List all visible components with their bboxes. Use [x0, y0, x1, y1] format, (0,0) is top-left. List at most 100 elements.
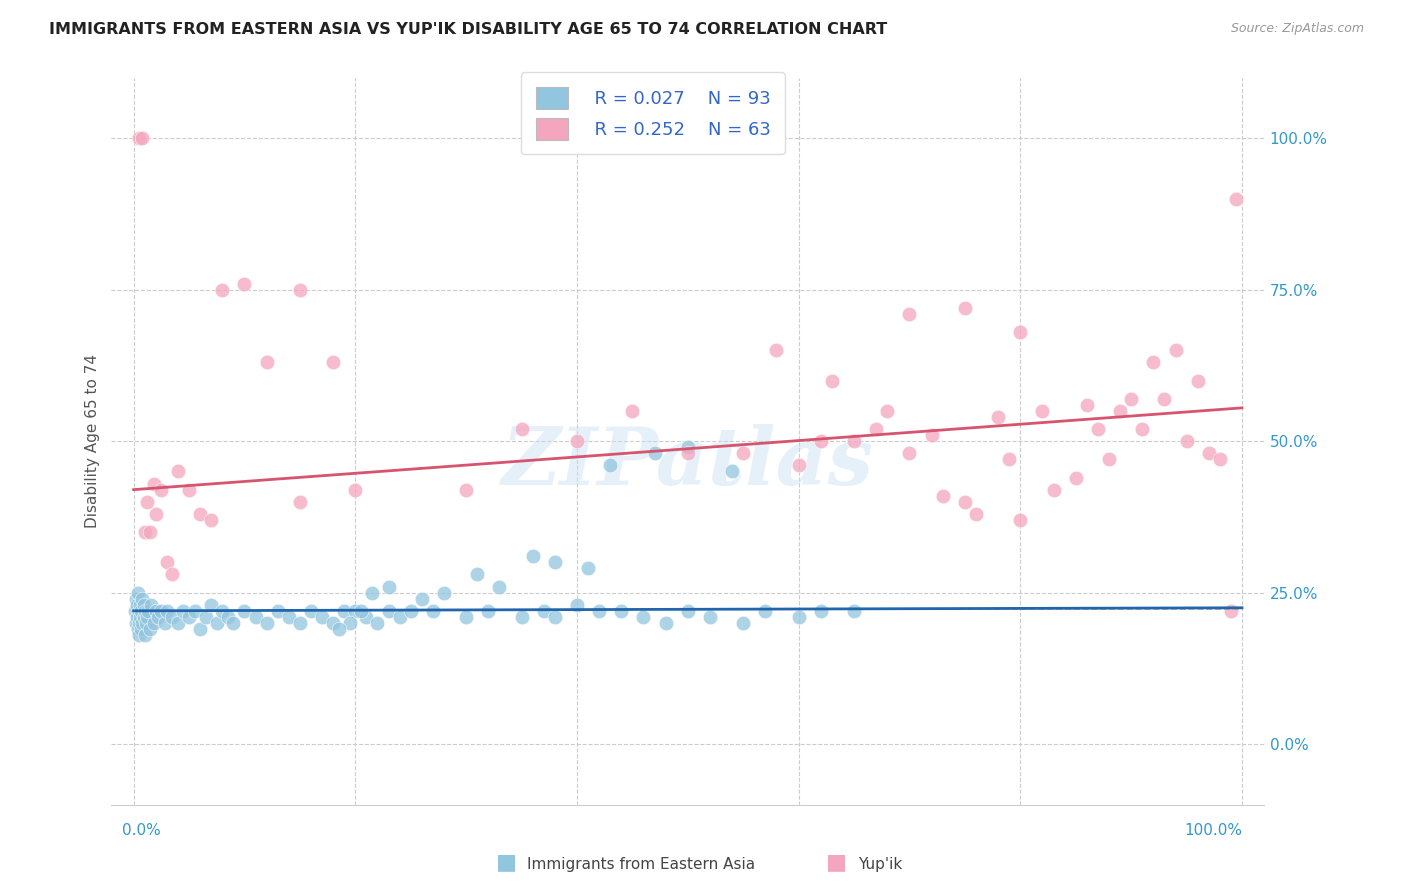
Point: [135, 495, 157, 509]
Point: [328, 622, 350, 636]
Point: [177, 610, 200, 624]
Point: [1109, 404, 1132, 418]
Point: [1142, 355, 1164, 369]
Text: ■: ■: [496, 853, 516, 872]
Point: [510, 610, 533, 624]
Point: [377, 604, 399, 618]
Point: [132, 598, 155, 612]
Point: [998, 452, 1021, 467]
Point: [311, 610, 333, 624]
Point: [145, 604, 167, 618]
Point: [222, 615, 245, 630]
Text: IMMIGRANTS FROM EASTERN ASIA VS YUP'IK DISABILITY AGE 65 TO 74 CORRELATION CHART: IMMIGRANTS FROM EASTERN ASIA VS YUP'IK D…: [49, 22, 887, 37]
Point: [377, 580, 399, 594]
Point: [576, 561, 599, 575]
Point: [177, 483, 200, 497]
Point: [344, 604, 367, 618]
Point: [676, 604, 699, 618]
Point: [125, 610, 148, 624]
Point: [621, 404, 644, 418]
Point: [865, 422, 887, 436]
Point: [156, 555, 179, 569]
Point: [456, 610, 478, 624]
Text: 100.0%: 100.0%: [1184, 822, 1241, 838]
Point: [156, 604, 179, 618]
Point: [676, 440, 699, 454]
Point: [399, 604, 422, 618]
Point: [510, 422, 533, 436]
Point: [898, 446, 921, 460]
Point: [544, 610, 567, 624]
Point: [288, 283, 311, 297]
Point: [266, 604, 288, 618]
Point: [1010, 325, 1032, 339]
Point: [131, 622, 153, 636]
Point: [1164, 343, 1187, 358]
Point: [125, 591, 148, 606]
Point: [733, 615, 755, 630]
Point: [1042, 483, 1064, 497]
Point: [953, 495, 976, 509]
Point: [488, 580, 510, 594]
Point: [533, 604, 555, 618]
Point: [754, 604, 776, 618]
Point: [699, 610, 721, 624]
Point: [339, 615, 361, 630]
Point: [131, 591, 153, 606]
Point: [125, 598, 148, 612]
Point: [1010, 513, 1032, 527]
Point: [188, 507, 211, 521]
Point: [256, 355, 278, 369]
Point: [1198, 446, 1220, 460]
Point: [1153, 392, 1175, 406]
Point: [921, 428, 943, 442]
Point: [233, 604, 256, 618]
Point: [131, 131, 153, 145]
Point: [1130, 422, 1153, 436]
Point: [588, 604, 610, 618]
Point: [676, 446, 699, 460]
Point: [388, 610, 411, 624]
Point: [145, 507, 167, 521]
Point: [139, 524, 162, 539]
Point: [898, 307, 921, 321]
Point: [233, 277, 256, 291]
Point: [134, 604, 156, 618]
Point: [544, 555, 567, 569]
Text: ZIPatlas: ZIPatlas: [502, 425, 875, 501]
Point: [134, 524, 156, 539]
Point: [842, 434, 865, 449]
Point: [136, 604, 159, 618]
Point: [965, 507, 987, 521]
Point: [1121, 392, 1143, 406]
Point: [411, 591, 433, 606]
Point: [277, 610, 299, 624]
Point: [127, 622, 149, 636]
Point: [194, 610, 217, 624]
Point: [131, 604, 153, 618]
Point: [150, 483, 173, 497]
Point: [433, 585, 456, 599]
Point: [654, 615, 676, 630]
Point: [288, 495, 311, 509]
Point: [146, 610, 169, 624]
Point: [350, 604, 373, 618]
Point: [465, 567, 488, 582]
Text: 0.0%: 0.0%: [122, 822, 162, 838]
Legend:   R = 0.027    N = 93,   R = 0.252    N = 63: R = 0.027 N = 93, R = 0.252 N = 63: [522, 72, 785, 154]
Point: [167, 465, 190, 479]
Point: [344, 483, 367, 497]
Point: [299, 604, 322, 618]
Point: [183, 604, 205, 618]
Point: [162, 610, 184, 624]
Point: [131, 615, 153, 630]
Point: [245, 610, 267, 624]
Point: [1187, 374, 1209, 388]
Point: [932, 489, 955, 503]
Point: [333, 604, 356, 618]
Point: [842, 604, 865, 618]
Point: [135, 610, 157, 624]
Text: ■: ■: [827, 853, 846, 872]
Point: [188, 622, 211, 636]
Point: [132, 610, 155, 624]
